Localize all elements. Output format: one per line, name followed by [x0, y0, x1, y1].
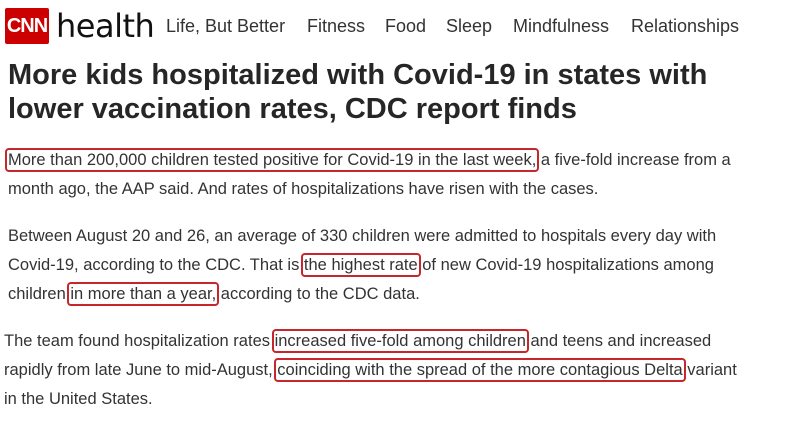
nav-mindfulness[interactable]: Mindfulness [513, 16, 610, 36]
highlight-box: the highest rate [300, 253, 421, 277]
nav-relationships[interactable]: Relationships [631, 16, 740, 36]
nav-life-but-better[interactable]: Life, But Better [166, 16, 286, 36]
site-header: CNN health Life, But Better Fitness Food… [0, 0, 792, 52]
highlight-box: More than 200,000 children tested positi… [4, 148, 540, 172]
nav-sleep[interactable]: Sleep [446, 16, 493, 36]
highlight-box: in more than a year, [67, 282, 220, 306]
paragraph-text: according to the CDC data. [216, 285, 420, 303]
article-headline: More kids hospitalized with Covid-19 in … [8, 59, 708, 125]
highlight-box: increased five-fold among children [271, 329, 529, 353]
section-logo-health[interactable]: health [56, 7, 155, 45]
paragraph-text: of new Covid-19 hospitalizations among c… [8, 256, 714, 303]
nav-food[interactable]: Food [385, 16, 427, 36]
paragraph-2: Between August 20 and 26, an average of … [8, 222, 768, 309]
paragraph-1: More than 200,000 children tested positi… [4, 146, 768, 204]
paragraph-text: and teens and increased rapidly from lat… [4, 332, 712, 379]
paragraph-text: variant in the United States. [4, 361, 737, 408]
cnn-logo[interactable]: CNN [5, 8, 49, 44]
paragraph-text: The team found hospitalization rates [4, 332, 275, 350]
highlight-box: coinciding with the spread of the more c… [274, 358, 686, 382]
paragraph-text: Between August 20 and 26, an average of … [8, 227, 717, 274]
nav-fitness[interactable]: Fitness [307, 16, 366, 36]
paragraph-3: The team found hospitalization rates inc… [4, 327, 744, 414]
paragraph-text: a five-fold increase from a month ago, t… [8, 151, 731, 198]
